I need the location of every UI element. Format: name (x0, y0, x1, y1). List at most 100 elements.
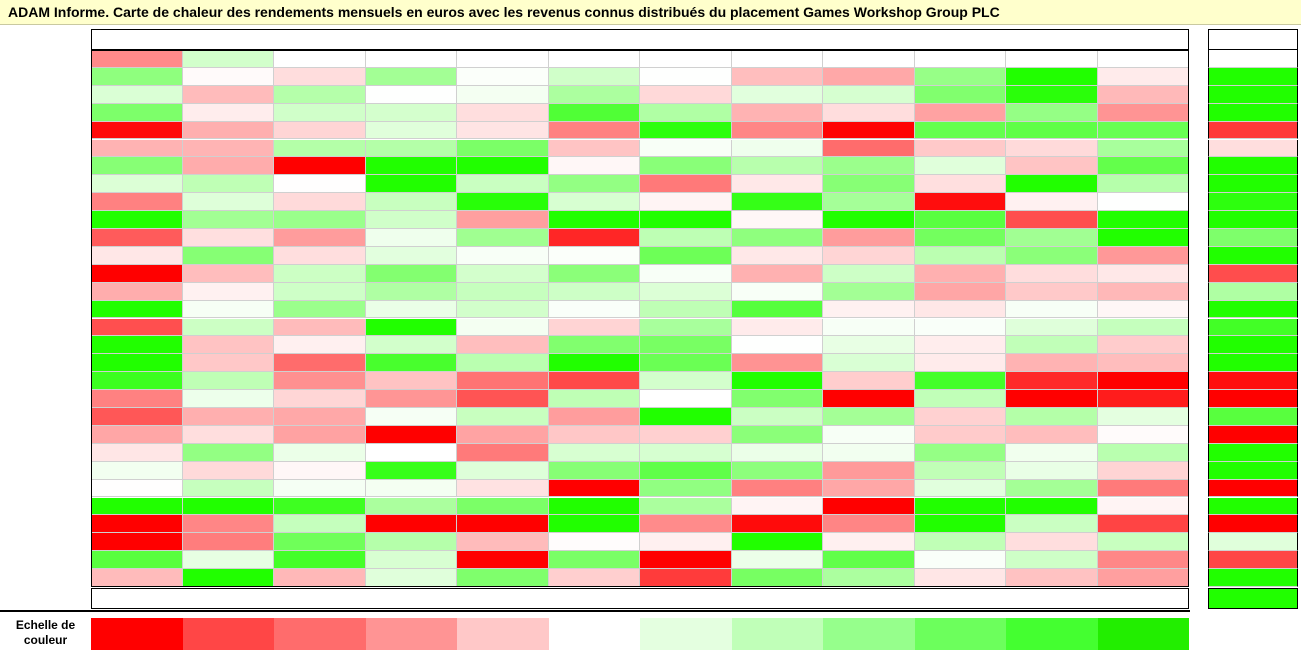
heatmap-cell (548, 354, 640, 373)
heatmap-cell (914, 443, 1006, 462)
annual-cell (1208, 211, 1298, 229)
annual-cell (1208, 157, 1298, 176)
heatmap-cell (1006, 246, 1098, 265)
heatmap-cell (640, 211, 732, 229)
heatmap-cell (182, 139, 274, 158)
heatmap-cell (91, 515, 183, 534)
heatmap-cell (640, 103, 732, 122)
heatmap-cell (91, 354, 183, 373)
heatmap-cell (640, 67, 732, 86)
heatmap-cell (274, 264, 366, 283)
heatmap-cell (548, 157, 640, 176)
heatmap-cell (182, 50, 274, 68)
month-header (91, 29, 183, 50)
month-header (274, 29, 366, 50)
heatmap-cell (1006, 408, 1098, 426)
annual-cell (1208, 390, 1298, 408)
heatmap-cell (914, 336, 1006, 355)
year-label (0, 372, 91, 390)
month-header (732, 29, 824, 50)
heatmap-cell (548, 551, 640, 570)
heatmap-cell (1006, 139, 1098, 158)
month-header (1006, 29, 1098, 50)
annual-cell (1208, 533, 1298, 552)
heatmap-cell (274, 175, 366, 194)
scale-swatch (548, 618, 640, 650)
heatmap-cell (274, 229, 366, 247)
heatmap-cell (823, 372, 915, 391)
heatmap-cell (1006, 229, 1098, 247)
year-label (0, 301, 91, 319)
heatmap-cell (91, 175, 183, 194)
heatmap-cell (365, 50, 457, 68)
heatmap-cell (823, 121, 915, 140)
average-cell (823, 588, 915, 609)
heatmap-cell (914, 408, 1006, 426)
heatmap-cell (640, 372, 732, 391)
annual-cell (1208, 479, 1298, 498)
heatmap-cell (91, 103, 183, 122)
heatmap-cell (274, 246, 366, 265)
year-label (0, 569, 91, 587)
year-label (0, 319, 91, 337)
average-row-frame (91, 588, 1189, 609)
heatmap-cell (1006, 497, 1098, 516)
heatmap-cell (457, 85, 549, 104)
average-cell (183, 588, 275, 609)
heatmap-cell (1097, 569, 1189, 587)
heatmap-cell (274, 67, 366, 86)
heatmap-cell (731, 50, 823, 68)
heatmap-cell (1097, 157, 1189, 176)
heatmap-cell (91, 282, 183, 301)
heatmap-cell (731, 318, 823, 337)
heatmap-cell (640, 533, 732, 552)
heatmap-cell (914, 461, 1006, 480)
annual-cell (1208, 300, 1298, 319)
year-label (0, 533, 91, 551)
heatmap-cell (914, 193, 1006, 212)
heatmap-cell (1006, 551, 1098, 570)
heatmap-cell (914, 246, 1006, 265)
average-cell (915, 588, 1007, 609)
heatmap-cell (457, 175, 549, 194)
annual-cell (1208, 264, 1298, 283)
year-label (0, 122, 91, 140)
heatmap-cell (823, 354, 915, 373)
annual-cell (1208, 229, 1298, 247)
heatmap-cell (457, 479, 549, 498)
heatmap-cell (731, 461, 823, 480)
heatmap-cell (1006, 569, 1098, 587)
year-label (0, 265, 91, 283)
heatmap-cell (274, 443, 366, 462)
heatmap-cell (548, 282, 640, 301)
heatmap-cell (548, 67, 640, 86)
year-label (0, 283, 91, 301)
year-label (0, 480, 91, 498)
heatmap-cell (548, 461, 640, 480)
heatmap-cell (1006, 461, 1098, 480)
heatmap-cell (548, 193, 640, 212)
month-header (915, 29, 1007, 50)
scale-swatch (365, 618, 457, 650)
annual-cell (1208, 372, 1298, 391)
heatmap-cell (731, 103, 823, 122)
heatmap-cell (274, 103, 366, 122)
heatmap-cell (274, 354, 366, 373)
heatmap-cell (640, 479, 732, 498)
heatmap-cell (365, 569, 457, 587)
heatmap-cell (1097, 175, 1189, 194)
heatmap-cell (91, 425, 183, 444)
heatmap-cell (731, 497, 823, 516)
annual-cell (1208, 139, 1298, 158)
heatmap-cell (91, 85, 183, 104)
heatmap-cell (731, 569, 823, 587)
heatmap-cell (457, 318, 549, 337)
heatmap-cell (365, 282, 457, 301)
heatmap-cell (823, 264, 915, 283)
heatmap-cell (457, 408, 549, 426)
heatmap-cell (640, 336, 732, 355)
heatmap-cell (1097, 479, 1189, 498)
heatmap-cell (365, 175, 457, 194)
heatmap-cell (640, 193, 732, 212)
heatmap-cell (640, 282, 732, 301)
